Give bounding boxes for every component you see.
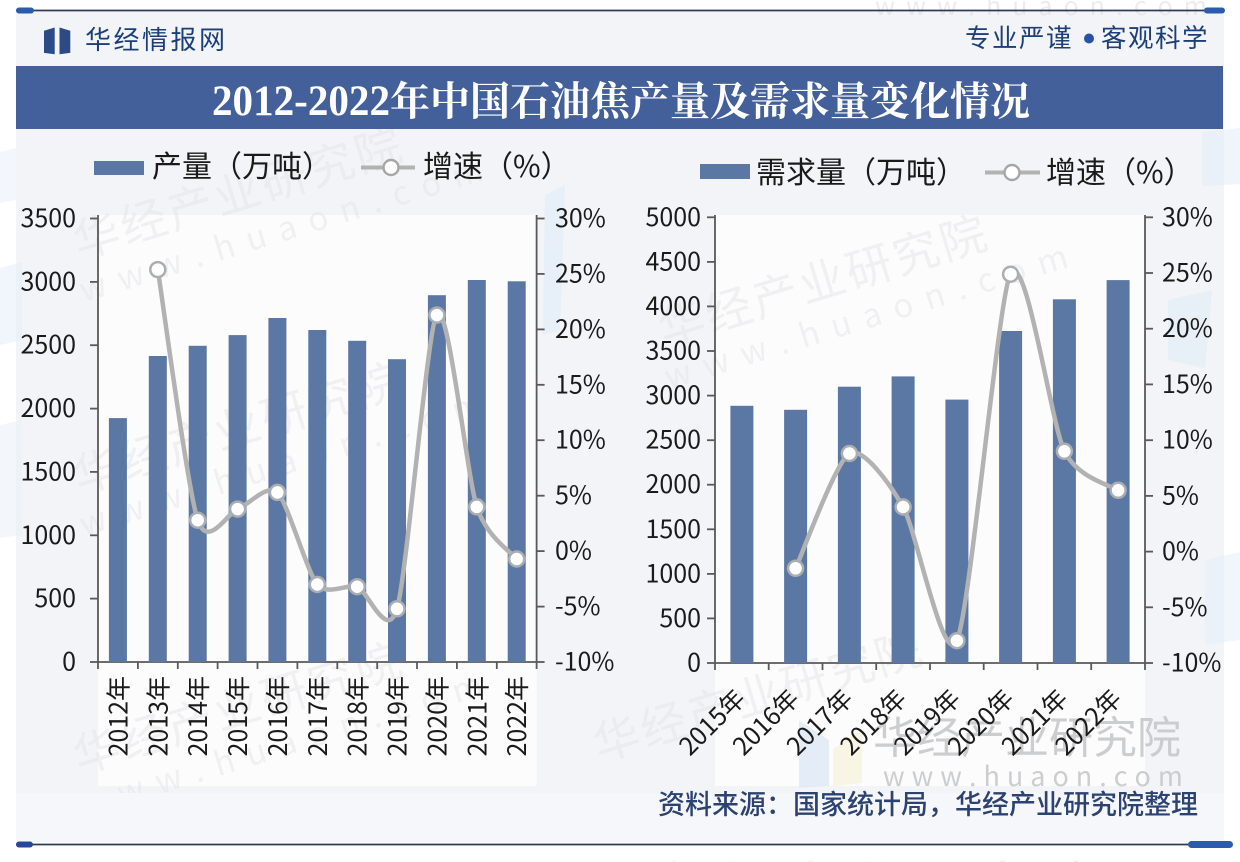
svg-text:2016年: 2016年 xyxy=(259,676,295,757)
svg-text:3000: 3000 xyxy=(20,262,76,298)
svg-text:2020年: 2020年 xyxy=(418,676,454,757)
svg-text:0: 0 xyxy=(687,644,701,680)
svg-text:25%: 25% xyxy=(1162,254,1213,290)
svg-text:0%: 0% xyxy=(555,532,592,568)
svg-text:3500: 3500 xyxy=(645,332,701,368)
svg-text:-5%: -5% xyxy=(555,587,601,623)
svg-text:-5%: -5% xyxy=(1162,588,1208,624)
svg-text:资料来源：国家统计局，华经产业研究院整理: 资料来源：国家统计局，华经产业研究院整理 xyxy=(658,783,1198,822)
svg-text:20%: 20% xyxy=(555,310,606,346)
svg-text:增速（%）: 增速（%） xyxy=(1046,148,1194,192)
svg-text:产量（万吨）: 产量（万吨） xyxy=(152,142,332,186)
svg-text:1000: 1000 xyxy=(20,516,76,552)
svg-text:华经产业研究院: 华经产业研究院 xyxy=(873,702,1181,766)
svg-text:2500: 2500 xyxy=(20,326,76,362)
svg-text:1500: 1500 xyxy=(645,510,701,546)
svg-text:2000: 2000 xyxy=(645,465,701,501)
svg-text:500: 500 xyxy=(34,579,76,615)
svg-text:2000: 2000 xyxy=(20,389,76,425)
svg-text:2021年: 2021年 xyxy=(458,676,494,757)
svg-text:500: 500 xyxy=(659,599,701,635)
svg-text:www.huaon.com: www.huaon.com xyxy=(883,755,1190,794)
svg-text:30%: 30% xyxy=(555,199,606,235)
svg-text:2022年: 2022年 xyxy=(498,676,534,757)
svg-text:2017年: 2017年 xyxy=(299,676,335,757)
svg-text:2014年: 2014年 xyxy=(179,676,215,757)
svg-text:1500: 1500 xyxy=(20,452,76,488)
svg-text:2012-2022年中国石油焦产量及需求量变化情况: 2012-2022年中国石油焦产量及需求量变化情况 xyxy=(212,78,1030,125)
svg-text:增速（%）: 增速（%） xyxy=(423,142,571,186)
svg-text:-10%: -10% xyxy=(1162,644,1221,680)
svg-text:0%: 0% xyxy=(1162,532,1199,568)
svg-text:www.huaon.com: www.huaon.com xyxy=(875,0,1218,23)
svg-text:2018年: 2018年 xyxy=(339,676,375,757)
svg-text:10%: 10% xyxy=(555,421,606,457)
svg-text:10%: 10% xyxy=(1162,421,1213,457)
svg-text:需求量（万吨）: 需求量（万吨） xyxy=(756,148,966,192)
svg-text:3000: 3000 xyxy=(645,376,701,412)
svg-text:1000: 1000 xyxy=(645,554,701,590)
svg-text:专业严谨: 专业严谨 xyxy=(965,18,1073,55)
svg-text:5000: 5000 xyxy=(645,198,701,234)
svg-text:2019年: 2019年 xyxy=(379,676,415,757)
svg-text:30%: 30% xyxy=(1162,198,1213,234)
svg-text:0: 0 xyxy=(62,643,76,679)
svg-text:客观科学: 客观科学 xyxy=(1101,18,1209,55)
svg-text:5%: 5% xyxy=(1162,476,1199,512)
svg-text:2012年: 2012年 xyxy=(99,676,135,757)
svg-text:5%: 5% xyxy=(555,476,592,512)
svg-text:2015年: 2015年 xyxy=(219,676,255,757)
svg-text:3500: 3500 xyxy=(20,199,76,235)
svg-text:2013年: 2013年 xyxy=(139,676,175,757)
svg-text:-10%: -10% xyxy=(555,643,614,679)
svg-text:4500: 4500 xyxy=(645,242,701,278)
svg-text:华经情报网: 华经情报网 xyxy=(85,20,228,57)
svg-text:2500: 2500 xyxy=(645,421,701,457)
svg-text:华经产业研究院: 华经产业研究院 xyxy=(655,843,1103,862)
svg-text:25%: 25% xyxy=(555,254,606,290)
svg-text:4000: 4000 xyxy=(645,287,701,323)
svg-text:15%: 15% xyxy=(555,365,606,401)
svg-text:20%: 20% xyxy=(1162,309,1213,345)
svg-text:15%: 15% xyxy=(1162,365,1213,401)
